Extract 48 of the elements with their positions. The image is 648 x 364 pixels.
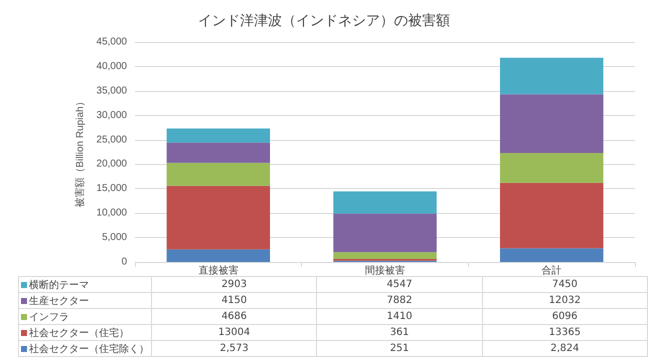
data-label: 4547 bbox=[316, 276, 482, 292]
data-label: 4686 bbox=[152, 308, 317, 324]
bar bbox=[333, 214, 437, 252]
legend-label: 社会セクター（住宅） bbox=[18, 324, 152, 340]
bar bbox=[333, 191, 437, 214]
y-tick-label: 5,000 bbox=[102, 232, 128, 244]
bar bbox=[166, 142, 270, 163]
y-axis-title: 被害額（Billion Rupiah） bbox=[74, 96, 86, 208]
bar bbox=[500, 94, 604, 154]
data-label: 4150 bbox=[152, 292, 317, 308]
bar bbox=[500, 248, 604, 262]
data-label: 251 bbox=[316, 340, 482, 356]
y-tick-label: 10,000 bbox=[96, 208, 128, 219]
bar bbox=[500, 58, 604, 94]
data-label: 13004 bbox=[152, 324, 317, 340]
data-label: 1410 bbox=[316, 308, 482, 324]
y-tick-label: 25,000 bbox=[96, 134, 128, 146]
bar bbox=[333, 252, 437, 260]
bar bbox=[166, 186, 270, 250]
legend-label: 社会セクター（住宅除く） bbox=[18, 340, 152, 356]
data-label: 6096 bbox=[482, 308, 648, 324]
data-label: 7882 bbox=[316, 292, 482, 308]
y-tick-label: 35,000 bbox=[96, 85, 128, 96]
bar bbox=[166, 128, 270, 143]
x-tick-label: 間接被害 bbox=[365, 264, 405, 276]
legend-label: 生産セクター bbox=[18, 292, 152, 308]
y-tick-label: 0 bbox=[121, 256, 128, 268]
y-tick-label: 20,000 bbox=[96, 158, 128, 170]
chart-title: インド洋津波（インドネシア）の被害額 bbox=[198, 12, 450, 28]
bar bbox=[500, 182, 604, 248]
data-label: 7450 bbox=[482, 276, 648, 292]
data-label: 12032 bbox=[482, 292, 648, 308]
data-label: 2,573 bbox=[152, 340, 317, 356]
y-tick-label: 40,000 bbox=[96, 60, 128, 72]
y-tick-label: 30,000 bbox=[96, 110, 128, 121]
data-label: 2,824 bbox=[482, 340, 648, 356]
y-tick-label: 45,000 bbox=[96, 36, 128, 48]
data-label: 13365 bbox=[482, 324, 648, 340]
bar bbox=[500, 153, 604, 183]
bar bbox=[166, 162, 270, 186]
data-label: 2903 bbox=[152, 276, 317, 292]
legend-label: 横断的テーマ bbox=[18, 276, 152, 292]
x-tick-label: 直接被害 bbox=[198, 264, 238, 276]
y-tick-label: 15,000 bbox=[96, 183, 128, 194]
legend-label: インフラ bbox=[18, 308, 152, 324]
data-label: 361 bbox=[316, 324, 482, 340]
bar bbox=[166, 249, 270, 262]
x-tick-label: 合計 bbox=[542, 264, 562, 276]
